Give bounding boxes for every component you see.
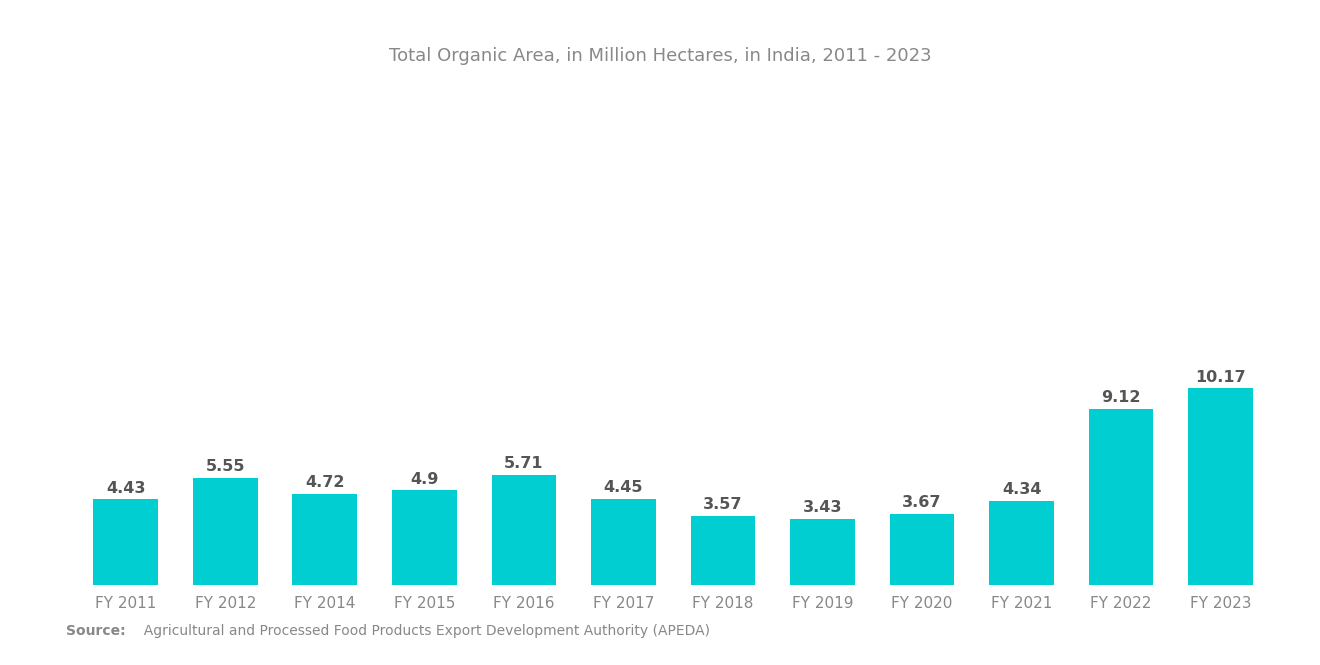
Text: 5.55: 5.55 bbox=[206, 459, 246, 474]
Text: 9.12: 9.12 bbox=[1101, 390, 1140, 405]
Bar bbox=[690, 516, 755, 585]
Bar bbox=[1089, 409, 1154, 585]
Text: 4.9: 4.9 bbox=[411, 471, 438, 487]
Bar bbox=[1188, 388, 1253, 585]
Text: 10.17: 10.17 bbox=[1196, 370, 1246, 384]
Text: 4.72: 4.72 bbox=[305, 475, 345, 490]
Text: Source:: Source: bbox=[66, 624, 125, 638]
Bar bbox=[94, 499, 158, 585]
Bar bbox=[491, 475, 556, 585]
Bar bbox=[989, 501, 1053, 585]
Text: 4.43: 4.43 bbox=[106, 481, 145, 495]
Bar bbox=[591, 499, 656, 585]
Text: 3.57: 3.57 bbox=[704, 497, 743, 512]
Text: Agricultural and Processed Food Products Export Development Authority (APEDA): Agricultural and Processed Food Products… bbox=[135, 624, 710, 638]
Bar bbox=[193, 478, 257, 585]
Text: 4.34: 4.34 bbox=[1002, 482, 1041, 497]
Bar bbox=[392, 490, 457, 585]
Bar bbox=[791, 519, 855, 585]
Text: 3.43: 3.43 bbox=[803, 500, 842, 515]
Text: 3.67: 3.67 bbox=[903, 495, 941, 510]
Text: 5.71: 5.71 bbox=[504, 456, 544, 471]
Text: 4.45: 4.45 bbox=[603, 480, 643, 495]
Bar bbox=[293, 494, 358, 585]
Bar bbox=[890, 514, 954, 585]
Text: Total Organic Area, in Million Hectares, in India, 2011 - 2023: Total Organic Area, in Million Hectares,… bbox=[388, 47, 932, 65]
